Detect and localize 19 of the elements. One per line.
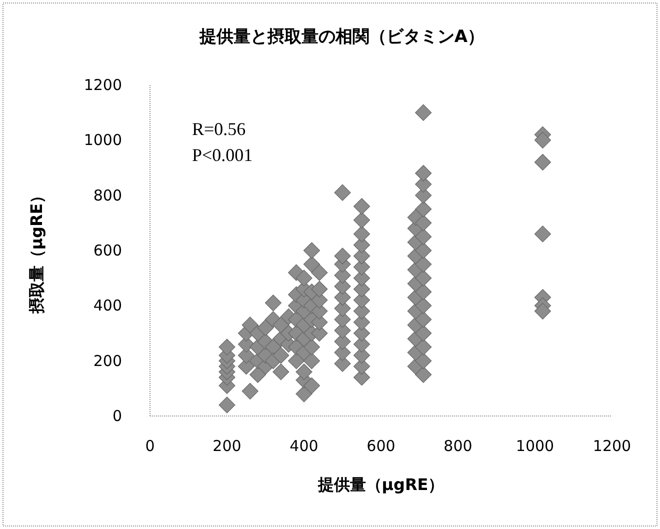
x-tick-label: 0: [145, 437, 155, 455]
y-tick-label: 200: [93, 352, 122, 370]
y-tick-label: 600: [93, 242, 122, 260]
x-tick-label: 800: [444, 437, 472, 455]
y-tick-label: 400: [93, 296, 122, 315]
x-tick-label: 1000: [516, 437, 554, 455]
annotation: P<0.001: [192, 145, 253, 165]
x-tick-label: 1200: [592, 437, 632, 455]
annotation: R=0.56: [192, 119, 246, 139]
x-axis-title: 提供量（μgRE）: [316, 475, 444, 494]
chart-title: 提供量と摂取量の相関（ビタミンA）: [198, 27, 485, 47]
x-tick-label: 400: [290, 437, 318, 455]
y-tick-label: 1000: [84, 131, 122, 150]
y-tick-label: 1200: [84, 76, 122, 94]
x-tick-label: 200: [212, 437, 242, 455]
y-tick-label: 0: [112, 407, 122, 425]
x-tick-label: 600: [366, 437, 396, 455]
y-tick-label: 800: [93, 186, 122, 204]
y-axis-title: 摂取量（μgRE）: [27, 187, 46, 315]
